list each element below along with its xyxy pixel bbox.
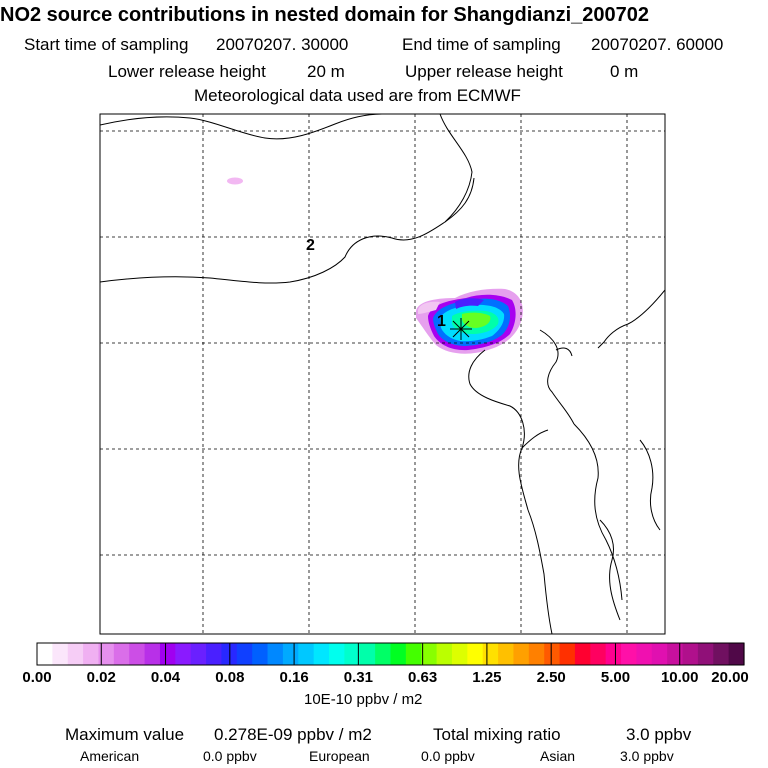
colorbar-cell [83, 643, 100, 665]
colorbar-cell [206, 643, 223, 665]
colorbar-tick-label: 5.00 [600, 669, 631, 686]
colorbar-cell [421, 643, 438, 665]
colorbar-tick-label: 20.00 [711, 669, 749, 686]
colorbar-tick-label: 10.00 [660, 669, 699, 686]
colorbar-cell [236, 643, 253, 665]
colorbar-tick-label: 0.31 [343, 669, 373, 686]
met-data-line: Meteorological data used are from ECMWF [194, 86, 521, 105]
total-mixing-value: 3.0 ppbv [626, 725, 692, 744]
colorbar-cell [113, 643, 130, 665]
region-american-value: 0.0 ppbv [203, 748, 257, 764]
colorbar-cell [667, 643, 684, 665]
map-frame [99, 113, 666, 635]
colorbar-cell [682, 643, 699, 665]
figure-title: NO2 source contributions in nested domai… [0, 4, 650, 26]
colorbar-cell [344, 643, 361, 665]
start-time-value: 20070207. 30000 [216, 35, 349, 54]
colorbar-cell [144, 643, 161, 665]
max-value: 0.278E-09 ppbv / m2 [214, 725, 372, 744]
colorbar-tick-label: 0.08 [215, 669, 245, 686]
colorbar-cell [375, 643, 392, 665]
upper-height-label: Upper release height [405, 62, 563, 81]
end-time-label: End time of sampling [402, 35, 561, 54]
lower-height-label: Lower release height [108, 62, 266, 81]
colorbar-cell [252, 643, 269, 665]
colorbar-cell [267, 643, 284, 665]
colorbar-cell [636, 643, 653, 665]
colorbar-cell [528, 643, 545, 665]
colorbar-tick-label: 0.16 [279, 669, 309, 686]
colorbar-cell [67, 643, 84, 665]
colorbar-cell [605, 643, 622, 665]
colorbar-tick-label: 0.02 [86, 669, 116, 686]
concentration-plume [416, 288, 523, 354]
colorbar-cell [590, 643, 607, 665]
colorbar-cell [436, 643, 453, 665]
colorbar-cell [129, 643, 146, 665]
colorbar-cell [37, 643, 53, 665]
colorbar-cell [451, 643, 468, 665]
colorbar-cell [467, 643, 484, 665]
colorbar-cell [359, 643, 376, 665]
max-value-label: Maximum value [65, 725, 185, 744]
colorbar-cell [574, 643, 591, 665]
colorbar-cell [513, 643, 530, 665]
colorbar-cell [713, 643, 730, 665]
colorbar-cell [52, 643, 69, 665]
colorbar-frame [36, 642, 745, 666]
colorbar-cell [175, 643, 192, 665]
colorbar-cell [282, 643, 299, 665]
colorbar-tick-label: 1.25 [472, 669, 502, 686]
graticule-grid [100, 114, 665, 634]
upper-height-value: 0 m [610, 62, 639, 81]
region-asian-value: 3.0 ppbv [620, 748, 674, 764]
colorbar-cell [390, 643, 407, 665]
colorbar-tick-label: 0.04 [150, 669, 181, 686]
end-time-value: 20070207. 60000 [591, 35, 724, 54]
region-american-name: American [80, 748, 140, 764]
colorbar-cell [98, 643, 115, 665]
colorbar-cell [651, 643, 668, 665]
colorbar-cell [544, 643, 561, 665]
lower-height-value: 20 m [307, 62, 345, 81]
colorbar-cell [405, 643, 422, 665]
site-star-marker [450, 318, 472, 340]
start-time-label: Start time of sampling [24, 35, 189, 54]
colorbar-unit: 10E-10 ppbv / m2 [304, 691, 423, 708]
colorbar-cell [313, 643, 330, 665]
region-asian-name: Asian [540, 748, 576, 764]
colorbar-cell [498, 643, 515, 665]
faint-plume-patch [227, 177, 243, 185]
colorbar-cell [190, 643, 207, 665]
colorbar-cell [621, 643, 638, 665]
colorbar-cell [697, 643, 714, 665]
colorbar-cell [482, 643, 499, 665]
colorbar-tick-label: 2.50 [536, 669, 566, 686]
colorbar-cell [728, 643, 745, 665]
colorbar-cell [298, 643, 315, 665]
site-marker-1: 1 [437, 313, 446, 330]
colorbar-cell [159, 643, 176, 665]
region-european-name: European [309, 748, 370, 764]
colorbar-tick-label: 0.63 [408, 669, 438, 686]
site-marker-2: 2 [306, 237, 315, 254]
total-mixing-label: Total mixing ratio [433, 725, 561, 744]
colorbar-cell [559, 643, 576, 665]
region-european-value: 0.0 ppbv [421, 748, 475, 764]
colorbar-cell [329, 643, 345, 665]
colorbar-tick-label: 0.00 [22, 669, 52, 686]
coastlines [100, 114, 665, 634]
